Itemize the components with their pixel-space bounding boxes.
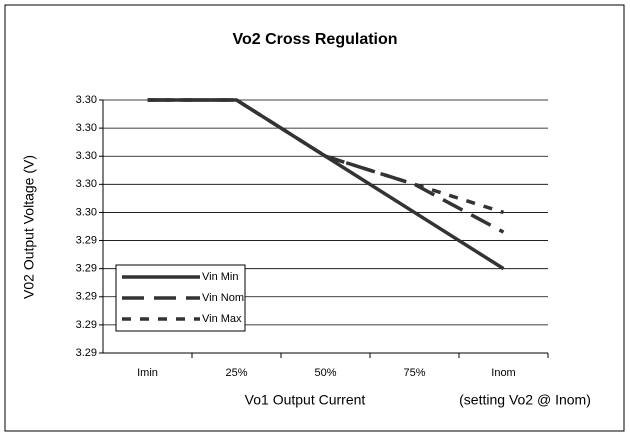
x-tick-label: Inom: [491, 367, 515, 379]
series-line: [147, 98, 505, 215]
legend-label: Vin Max: [202, 313, 242, 325]
y-tick-label: 3.30: [76, 150, 97, 162]
x-axis-label: Vo1 Output Current: [245, 392, 366, 408]
chart-title: Vo2 Cross Regulation: [232, 31, 397, 48]
y-tick-label: 3.30: [76, 178, 97, 190]
y-tick-label: 3.30: [76, 206, 97, 218]
legend-label: Vin Min: [202, 271, 238, 283]
legend-label: Vin Nom: [202, 292, 244, 304]
x-tick-label: 50%: [314, 367, 336, 379]
y-tick-label: 3.29: [76, 319, 97, 331]
y-tick-label: 3.29: [76, 347, 97, 359]
chart-frame: [4, 4, 625, 432]
y-tick-label: 3.30: [76, 122, 97, 134]
y-axis-label: V02 Output Voltage (V): [21, 155, 37, 299]
y-tick-label: 3.30: [76, 94, 97, 106]
x-tick-label: 75%: [403, 367, 425, 379]
x-axis-note: (setting Vo2 @ Inom): [459, 392, 591, 408]
x-tick-label: Imin: [137, 367, 158, 379]
x-tick-label: 25%: [225, 367, 247, 379]
y-tick-label: 3.29: [76, 263, 97, 275]
series-line: [147, 98, 505, 234]
y-tick-label: 3.29: [76, 291, 97, 303]
y-tick-label: 3.29: [76, 234, 97, 246]
